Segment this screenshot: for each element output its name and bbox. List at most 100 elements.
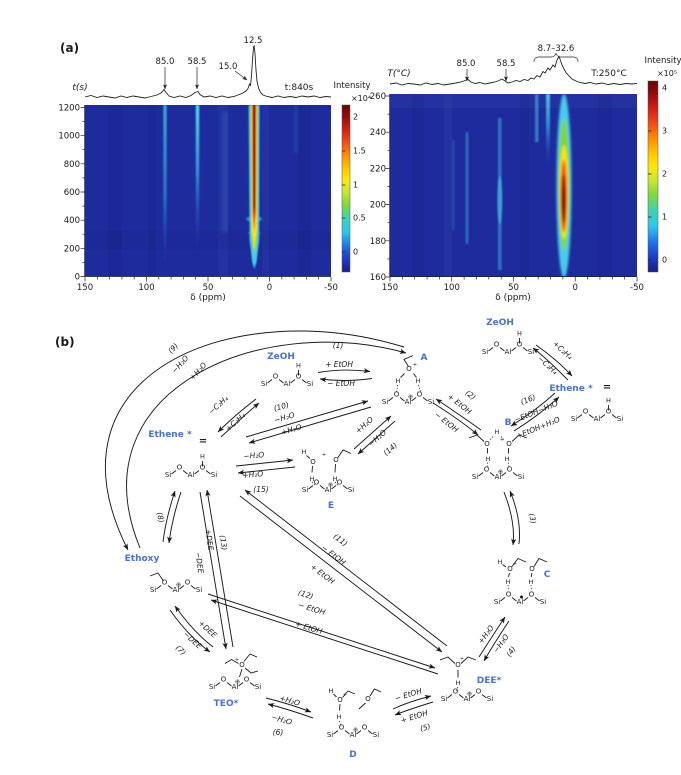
structure-dee: DEE* O + H xyxy=(439,656,502,703)
streak-85ppm xyxy=(465,132,469,244)
species-label-c: C xyxy=(544,570,551,580)
reaction-id-6: (6) xyxy=(273,728,284,737)
zeolite-base-oh xyxy=(482,330,534,357)
reaction-id-12: (12) xyxy=(297,588,314,601)
h-atom: H xyxy=(505,455,510,463)
zeolite-base-oh xyxy=(571,397,623,424)
d-bonds xyxy=(333,688,382,711)
colorbar-tick-label: 1 xyxy=(353,181,358,190)
h-atom: H xyxy=(302,448,307,456)
reaction-r1-arrow xyxy=(317,368,371,374)
structure-a: A O + H H xyxy=(382,353,434,406)
species-label-dee: DEE* xyxy=(477,676,502,686)
heatmap-right: 260 240 220 200 180 160 150 100 50 0 -50… xyxy=(370,44,681,303)
arrow-label: −C₂H₄ xyxy=(536,354,559,376)
reaction-id-15: (15) xyxy=(253,485,268,494)
structure-d: D H O + H O xyxy=(327,687,382,760)
h-atom: H xyxy=(329,687,334,695)
reaction-r6-arrow xyxy=(265,697,312,713)
structure-ethoxy: Ethoxy xyxy=(125,554,203,594)
heatmap-left-streaks xyxy=(163,105,298,269)
streak-faint-right xyxy=(294,105,298,153)
plus-charge-icon: + xyxy=(513,561,517,567)
species-label-b: B xyxy=(505,418,512,428)
colorbar-ticks xyxy=(342,116,346,253)
h-atom: H xyxy=(486,455,491,463)
h-atom: H xyxy=(333,475,338,483)
y-tick: 180 xyxy=(370,237,386,247)
arrow-label: −H₂O xyxy=(243,450,265,461)
axis-lines-right xyxy=(389,94,637,277)
peak-label: 58.5 xyxy=(497,59,516,69)
x-tick: 100 xyxy=(138,283,154,293)
y-tick: 0 xyxy=(75,273,80,283)
y-tick: 160 xyxy=(370,273,386,283)
colorbar-right: Intensity ×10⁵ 4 3 2 1 0 xyxy=(645,56,681,273)
h-atom: H xyxy=(506,578,511,586)
reaction-id-5: (5) xyxy=(419,722,432,734)
colorbar-tick-label: 0.5 xyxy=(353,214,366,223)
arrow-label: +H₂O xyxy=(476,623,496,645)
reaction-r2-arrow xyxy=(435,398,482,431)
species-label-e: E xyxy=(328,501,334,511)
reaction-r5-arrow xyxy=(392,694,432,710)
structure-e: E H O H + O H xyxy=(302,448,355,511)
plus-charge-icon: + xyxy=(500,437,504,443)
y-tick: 1000 xyxy=(58,132,80,142)
species-label-ethoxy: Ethoxy xyxy=(125,554,160,564)
x-tick: -50 xyxy=(324,283,338,293)
colorbar-scale: ×10⁴ xyxy=(351,94,371,103)
d-hbonds xyxy=(339,720,342,728)
reaction-id-3: (3) xyxy=(527,513,538,525)
zeolite-base-oh xyxy=(261,362,313,389)
reaction-r1-arrow xyxy=(319,377,373,383)
h-atom: H xyxy=(498,558,503,566)
h-atom: H xyxy=(310,475,315,483)
peak-label: 15.0 xyxy=(219,62,238,72)
dee-bonds xyxy=(439,656,477,678)
reaction-r8-arrow xyxy=(167,491,182,544)
h-atom: H xyxy=(337,713,342,721)
arrow-label: + EtOH xyxy=(309,562,337,586)
reaction-r3-arrow xyxy=(503,491,517,546)
species-label-d: D xyxy=(349,750,356,760)
ethene-right-arrow xyxy=(535,344,573,377)
peak-label: 85.0 xyxy=(156,57,175,67)
h-atom: H xyxy=(495,428,500,436)
x-tick: 50 xyxy=(508,283,519,293)
colorbar-tick-label: 2 xyxy=(353,113,358,122)
peak-label: 85.0 xyxy=(457,59,476,69)
heatmap-left-texture xyxy=(108,105,311,277)
species-label-ethene: Ethene * xyxy=(549,384,593,394)
x-tick: 50 xyxy=(203,283,214,293)
plus-charge-icon: + xyxy=(343,692,347,698)
arrow-label: − EtOH xyxy=(394,686,424,703)
heatmap-left-background xyxy=(85,105,331,277)
reaction-r8-arrow xyxy=(162,490,176,543)
streak-58ppm xyxy=(195,105,200,252)
range-brace xyxy=(533,52,579,63)
dee-hbonds xyxy=(456,686,458,693)
peak-range-label: 8.7–32.6 xyxy=(538,44,575,54)
y-minor-ticks-left xyxy=(82,121,85,263)
y-tick: 220 xyxy=(370,164,386,174)
zeolite-base-charged xyxy=(382,391,434,407)
reaction-r15-arrow xyxy=(235,458,294,467)
colorbar-ticks xyxy=(648,87,652,261)
panel-b: (b) xyxy=(55,318,623,760)
x-tick: 150 xyxy=(77,283,93,293)
arrow-label: −C₂H₄ xyxy=(207,394,230,416)
x-axis-label: δ (ppm) xyxy=(495,293,531,303)
species-label-ethene: Ethene * xyxy=(148,430,192,440)
reaction-r12-arrow xyxy=(210,599,439,675)
o-atom: O xyxy=(507,565,513,573)
arrow-label: +H₂O xyxy=(278,693,301,707)
panel-a-label: (a) xyxy=(60,41,79,55)
x-tick: -50 xyxy=(630,283,644,293)
ethene-left-arrow xyxy=(220,402,260,438)
y-tick: 1200 xyxy=(58,104,80,114)
y-tick: 800 xyxy=(64,160,80,170)
colorbar-tick-label: 1 xyxy=(662,213,667,222)
arrow-label: + EtOH xyxy=(294,619,324,636)
colorbar-gradient xyxy=(341,104,351,273)
